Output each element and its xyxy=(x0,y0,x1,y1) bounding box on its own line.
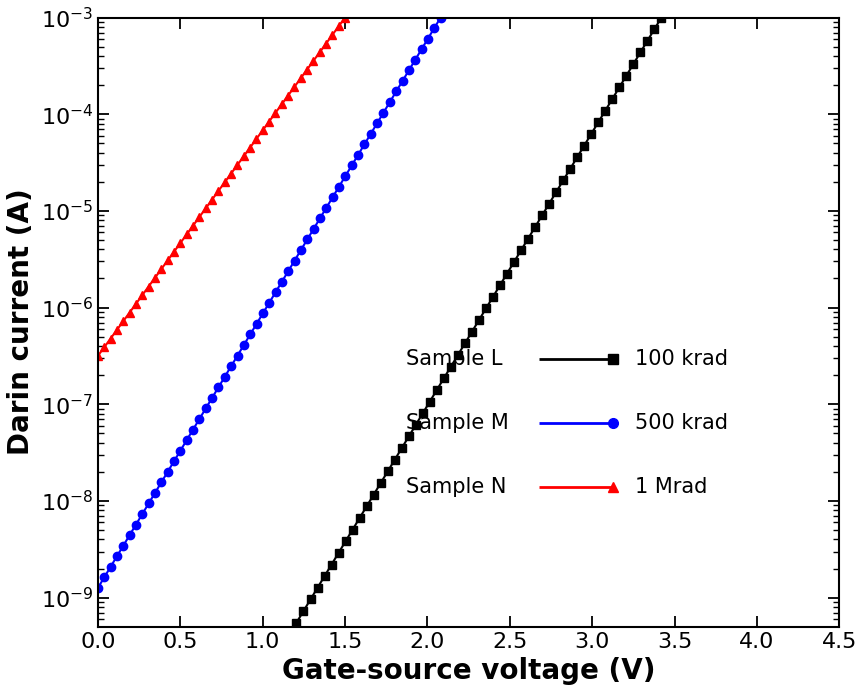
Y-axis label: Darin current (A): Darin current (A) xyxy=(7,189,35,455)
Text: Sample L: Sample L xyxy=(405,349,502,369)
X-axis label: Gate-source voltage (V): Gate-source voltage (V) xyxy=(282,657,656,685)
Text: 100 krad: 100 krad xyxy=(635,349,728,369)
Text: 500 krad: 500 krad xyxy=(635,412,728,432)
Text: Sample M: Sample M xyxy=(405,412,508,432)
Text: Sample N: Sample N xyxy=(405,477,506,497)
Text: 1 Mrad: 1 Mrad xyxy=(635,477,708,497)
